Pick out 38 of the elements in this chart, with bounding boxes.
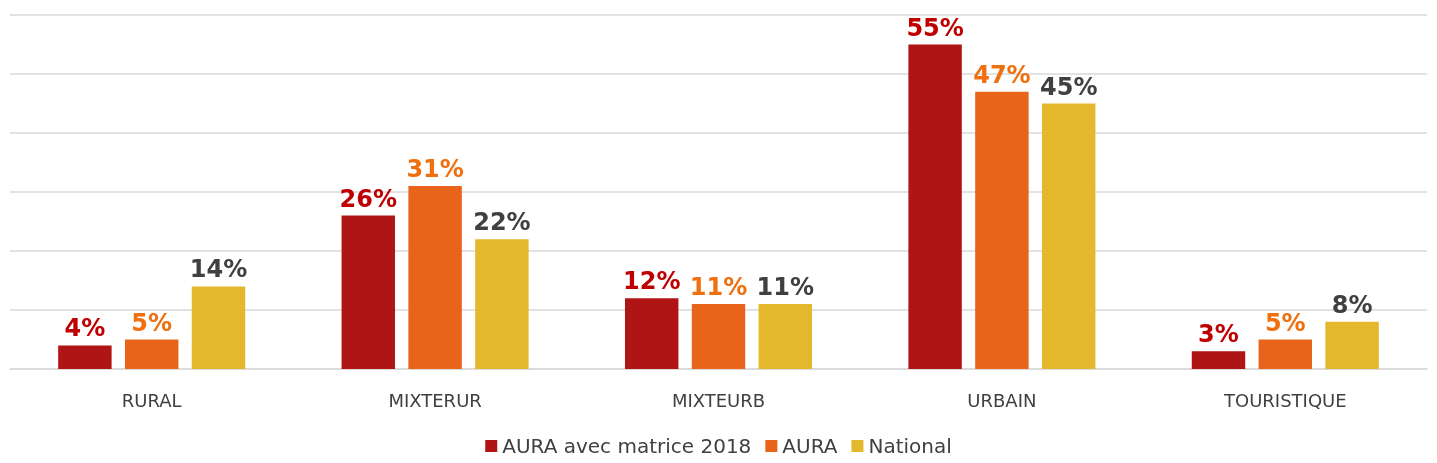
bar xyxy=(1191,351,1246,369)
x-tick-label: RURAL xyxy=(121,389,182,411)
data-label: 3% xyxy=(1198,320,1239,349)
bar xyxy=(1258,339,1313,369)
data-label: 47% xyxy=(973,60,1031,89)
data-label: 31% xyxy=(406,155,464,184)
data-label: 14% xyxy=(189,255,248,284)
x-tick-label: MIXTEURB xyxy=(671,389,766,411)
bar xyxy=(975,91,1029,369)
data-label: 11% xyxy=(756,273,815,302)
bar xyxy=(475,239,529,369)
bar xyxy=(191,286,246,369)
legend-label: AURA avec matrice 2018 xyxy=(502,434,752,458)
bar xyxy=(1325,321,1379,369)
data-label: 12% xyxy=(622,267,681,296)
x-tick-label: URBAIN xyxy=(967,389,1037,411)
x-tick-label: TOURISTIQUE xyxy=(1223,389,1347,411)
bar xyxy=(624,298,679,369)
x-tick-label: MIXTERUR xyxy=(388,389,482,411)
bar xyxy=(341,215,396,369)
bar xyxy=(908,44,962,369)
data-label: 5% xyxy=(1264,308,1306,337)
legend-label: National xyxy=(868,434,952,458)
data-label: 26% xyxy=(339,184,398,213)
data-label: 4% xyxy=(64,314,106,343)
data-label: 45% xyxy=(1039,72,1098,101)
bar xyxy=(408,186,462,369)
bar xyxy=(691,304,746,369)
bar xyxy=(58,345,112,369)
legend-label: AURA xyxy=(782,434,838,458)
bar xyxy=(124,339,179,369)
data-label: 8% xyxy=(1331,290,1373,319)
data-label: 11% xyxy=(689,273,748,302)
data-label: 22% xyxy=(473,208,531,237)
bar xyxy=(758,304,813,369)
data-label: 55% xyxy=(906,13,964,42)
data-label: 5% xyxy=(131,308,173,337)
bar xyxy=(1041,103,1096,369)
